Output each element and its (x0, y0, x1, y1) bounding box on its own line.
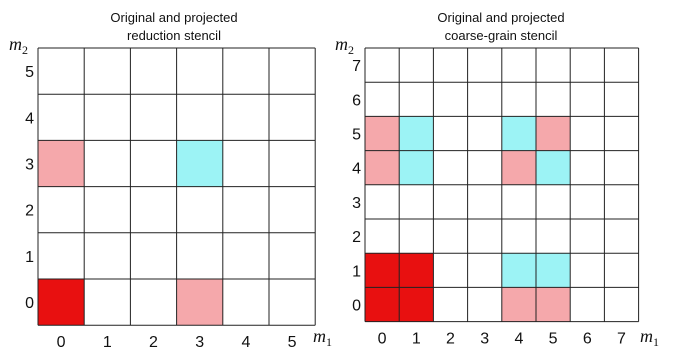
stencil-cell-red (365, 253, 399, 287)
panel-title-line1: Original and projected (110, 10, 237, 25)
stencil-cell-cyan (399, 151, 433, 185)
y-tick-labels: 0 1 2 3 4 5 (25, 64, 34, 312)
y-tick-label: 7 (352, 58, 361, 75)
y-tick-label: 3 (25, 157, 34, 174)
x-tick-label: 6 (583, 331, 592, 347)
stencil-cell-pink (536, 287, 570, 321)
stencil-cell-red (365, 287, 399, 321)
coarse-grain-stencil-panel: Original and projected coarse-grain sten… (335, 10, 659, 347)
stencil-cell-pink (365, 116, 399, 150)
x-tick-label: 4 (241, 334, 250, 347)
stencil-cell-cyan (399, 116, 433, 150)
y-tick-label: 0 (352, 298, 361, 315)
stencil-cell-cyan (502, 253, 536, 287)
y-tick-label: 1 (25, 249, 34, 266)
stencil-cell-cyan (502, 116, 536, 150)
x-tick-label: 2 (149, 334, 158, 347)
x-tick-label: 3 (480, 331, 489, 347)
stencil-cell-red (399, 287, 433, 321)
y-tick-labels: 0 1 2 3 4 5 6 7 (352, 58, 361, 314)
y-tick-label: 5 (352, 127, 361, 144)
stencil-cell-cyan (536, 151, 570, 185)
y-tick-label: 2 (25, 203, 34, 220)
x-tick-label: 2 (446, 331, 455, 347)
panel-title-line2: coarse-grain stencil (445, 28, 558, 43)
y-tick-label: 6 (352, 92, 361, 109)
y-tick-label: 5 (25, 64, 34, 81)
x-axis-label: m1 (640, 326, 659, 347)
x-tick-label: 3 (195, 334, 204, 347)
y-tick-label: 0 (25, 295, 34, 312)
y-tick-label: 1 (352, 263, 361, 280)
x-tick-label: 5 (549, 331, 558, 347)
y-tick-label: 3 (352, 195, 361, 212)
x-axis-label: m1 (313, 326, 332, 347)
stencil-cell-cyan (536, 253, 570, 287)
y-axis-label: m2 (9, 34, 28, 57)
stencil-cell-pink (365, 151, 399, 185)
x-tick-label: 4 (514, 331, 523, 347)
x-tick-label: 0 (57, 334, 66, 347)
reduction-stencil-panel: Original and projected reduction stencil… (9, 10, 332, 347)
y-axis-label: m2 (335, 34, 354, 57)
y-tick-label: 2 (352, 229, 361, 246)
stencil-cell-pink (502, 151, 536, 185)
x-tick-label: 1 (103, 334, 112, 347)
y-tick-label: 4 (25, 110, 34, 127)
x-tick-label: 0 (378, 331, 387, 347)
x-tick-labels: 0 1 2 3 4 5 (57, 334, 297, 347)
stencil-cell-red (399, 253, 433, 287)
x-tick-labels: 0 1 2 3 4 5 6 7 (378, 331, 626, 347)
stencil-cell-pink (38, 140, 84, 186)
x-tick-label: 5 (288, 334, 297, 347)
panel-title-line1: Original and projected (437, 10, 564, 25)
stencil-cell-pink (502, 287, 536, 321)
y-tick-label: 4 (352, 161, 361, 178)
panel-title-line2: reduction stencil (127, 28, 221, 43)
stencil-cell-cyan (177, 140, 223, 186)
stencil-cell-pink (536, 116, 570, 150)
x-tick-label: 1 (412, 331, 421, 347)
stencil-cell-red (38, 279, 84, 325)
x-tick-label: 7 (617, 331, 626, 347)
stencil-cell-pink (177, 279, 223, 325)
